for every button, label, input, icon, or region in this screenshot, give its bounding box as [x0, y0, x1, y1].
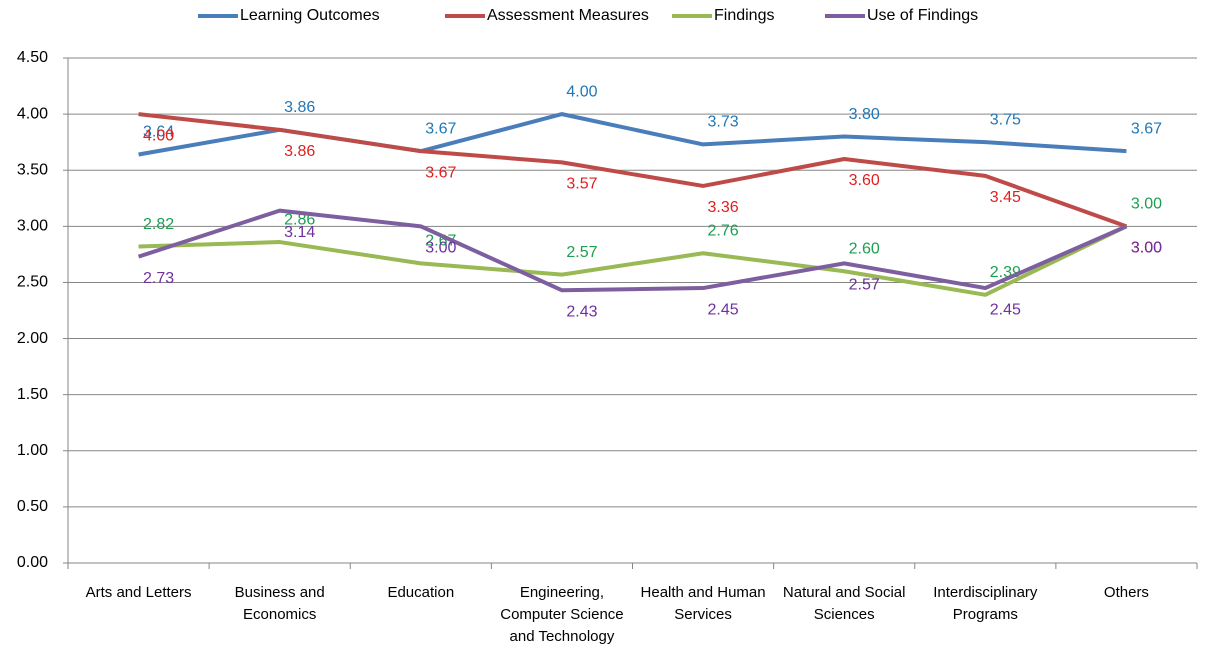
- data-label: 2.43: [566, 304, 597, 321]
- data-label: 3.45: [990, 189, 1021, 206]
- data-label: 3.00: [1131, 240, 1162, 257]
- line-series: [138, 112, 1128, 229]
- legend-label: Findings: [714, 7, 774, 24]
- data-label: 3.14: [284, 224, 315, 241]
- data-label: 3.64: [143, 124, 174, 141]
- line-series: [138, 224, 1128, 297]
- data-label: 2.73: [143, 270, 174, 287]
- legend-label: Use of Findings: [867, 7, 978, 24]
- data-label: 3.00: [1131, 240, 1162, 257]
- y-tick-label: 2.50: [17, 274, 48, 291]
- legend-label: Learning Outcomes: [240, 7, 380, 24]
- x-tick-label: Education: [387, 584, 455, 601]
- data-label: 3.00: [425, 240, 456, 257]
- data-label: 2.57: [849, 277, 880, 294]
- data-label: 2.45: [707, 301, 738, 318]
- data-label: 3.86: [284, 143, 315, 160]
- y-tick-label: 1.50: [17, 386, 48, 403]
- x-tick-label: Natural and Social Sciences: [782, 584, 906, 623]
- y-tick-label: 0.00: [17, 554, 48, 571]
- y-tick-label: 4.50: [17, 49, 48, 66]
- y-tick-label: 4.00: [17, 105, 48, 122]
- line-series: [137, 208, 1128, 293]
- data-label: 3.80: [849, 106, 880, 123]
- data-label: 3.73: [707, 114, 738, 131]
- data-label: 3.36: [707, 199, 738, 216]
- data-label: 3.60: [849, 172, 880, 189]
- y-tick-label: 0.50: [17, 498, 48, 515]
- data-label: 3.86: [284, 99, 315, 116]
- data-label: 4.00: [566, 83, 597, 100]
- x-tick-label: Business and Economics: [234, 584, 325, 623]
- data-label: 2.82: [143, 216, 174, 233]
- x-tick-label: Health and Human Services: [640, 584, 766, 623]
- x-tick-label: Arts and Letters: [85, 584, 192, 601]
- y-tick-label: 3.00: [17, 218, 48, 235]
- y-tick-label: 2.00: [17, 330, 48, 347]
- x-tick-label: Others: [1103, 584, 1149, 601]
- data-label: 3.67: [1131, 120, 1162, 137]
- data-label: 3.00: [1131, 196, 1162, 213]
- y-tick-label: 1.00: [17, 442, 48, 459]
- data-label: 4.00: [143, 127, 174, 144]
- data-label: 2.57: [566, 244, 597, 261]
- data-label: 3.57: [566, 176, 597, 193]
- data-label: 3.67: [425, 120, 456, 137]
- legend-label: Assessment Measures: [487, 7, 649, 24]
- data-label: 2.76: [707, 222, 738, 239]
- data-label: 3.75: [990, 111, 1021, 128]
- data-label: 2.60: [849, 240, 880, 257]
- y-tick-label: 3.50: [17, 161, 48, 178]
- data-label: 3.67: [425, 164, 456, 181]
- x-tick-label: Interdisciplinary Programs: [933, 584, 1038, 623]
- data-label: 2.45: [990, 301, 1021, 318]
- x-tick-label: Engineering, Computer Science and Techno…: [500, 584, 624, 645]
